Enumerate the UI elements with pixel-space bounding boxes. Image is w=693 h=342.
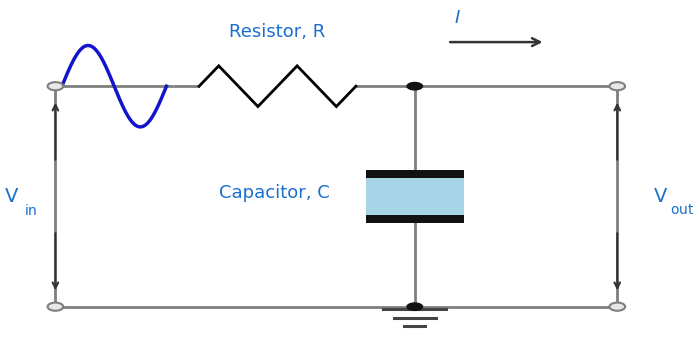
Text: Resistor, R: Resistor, R <box>229 23 326 41</box>
Circle shape <box>609 303 625 311</box>
Text: I: I <box>455 9 460 27</box>
Text: Capacitor, C: Capacitor, C <box>219 184 330 202</box>
Bar <box>366 170 464 178</box>
Bar <box>366 215 464 223</box>
Text: $\mathregular{V}$: $\mathregular{V}$ <box>653 187 668 206</box>
Circle shape <box>406 82 423 91</box>
Bar <box>366 178 464 215</box>
Text: $\mathregular{V}$: $\mathregular{V}$ <box>4 187 19 206</box>
Text: $\mathregular{out}$: $\mathregular{out}$ <box>669 203 693 217</box>
Circle shape <box>406 302 423 311</box>
Circle shape <box>48 303 63 311</box>
Circle shape <box>609 82 625 90</box>
Text: $\mathregular{in}$: $\mathregular{in}$ <box>24 202 37 218</box>
Circle shape <box>48 82 63 90</box>
